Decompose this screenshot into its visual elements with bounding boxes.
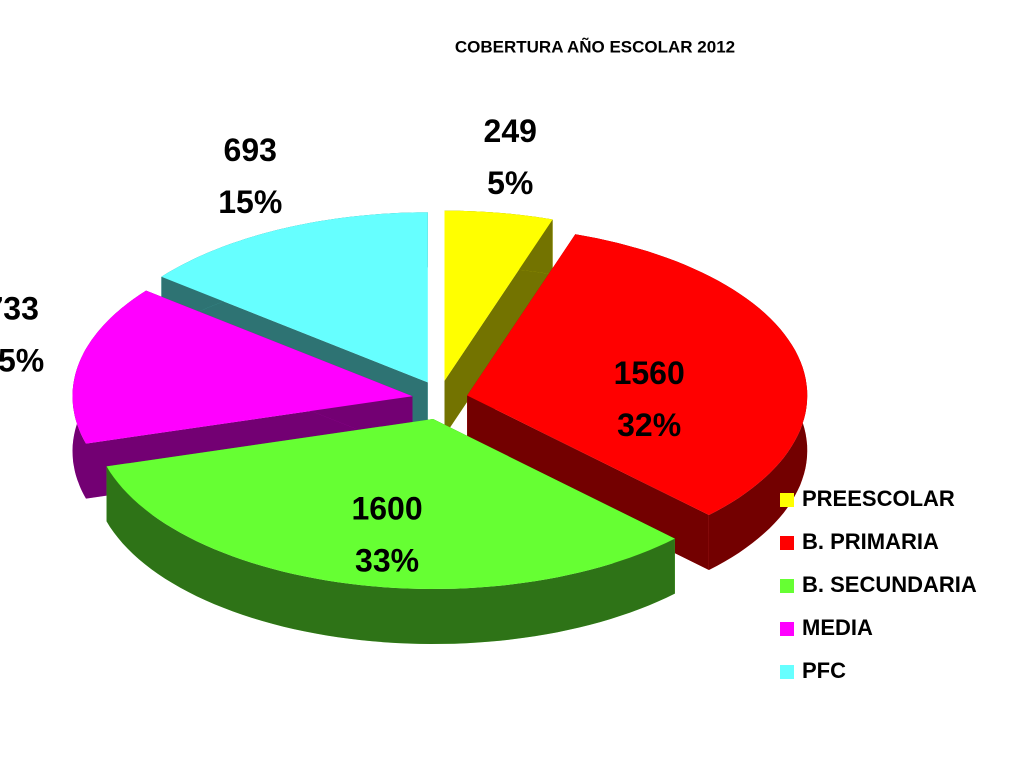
legend-label: MEDIA	[802, 615, 873, 640]
slice-top	[161, 212, 428, 383]
slice-side-shade	[444, 219, 553, 436]
data-label-percent: 33%	[355, 543, 419, 579]
slice-top	[467, 234, 808, 516]
data-label-percent: 32%	[617, 407, 681, 443]
data-label-percent: 15%	[0, 342, 44, 378]
data-label-value: 1560	[614, 355, 685, 391]
data-label-percent: 15%	[218, 184, 282, 220]
slice-top	[106, 419, 675, 589]
legend-swatch	[780, 622, 794, 636]
legend-label: B. SECUNDARIA	[802, 572, 977, 597]
slice-top	[72, 290, 413, 444]
slice-top	[444, 210, 553, 381]
data-label-value: 1600	[351, 491, 422, 527]
legend-label: B. PRIMARIA	[802, 529, 939, 554]
data-label-value: 693	[224, 132, 277, 168]
legend-swatch	[780, 536, 794, 550]
slice-side-shade	[106, 466, 675, 644]
data-label-value: 733	[0, 290, 39, 326]
pie-slice	[106, 419, 675, 644]
pie-slice	[467, 234, 808, 571]
legend-swatch	[780, 579, 794, 593]
legend-swatch	[780, 665, 794, 679]
legend-swatch	[780, 493, 794, 507]
data-label-percent: 5%	[487, 165, 533, 201]
legend-label: PFC	[802, 658, 846, 683]
data-label-value: 249	[484, 113, 537, 149]
legend-label: PREESCOLAR	[802, 486, 955, 511]
pie-slice	[444, 210, 553, 436]
chart-title: COBERTURA AÑO ESCOLAR 2012	[455, 36, 735, 56]
